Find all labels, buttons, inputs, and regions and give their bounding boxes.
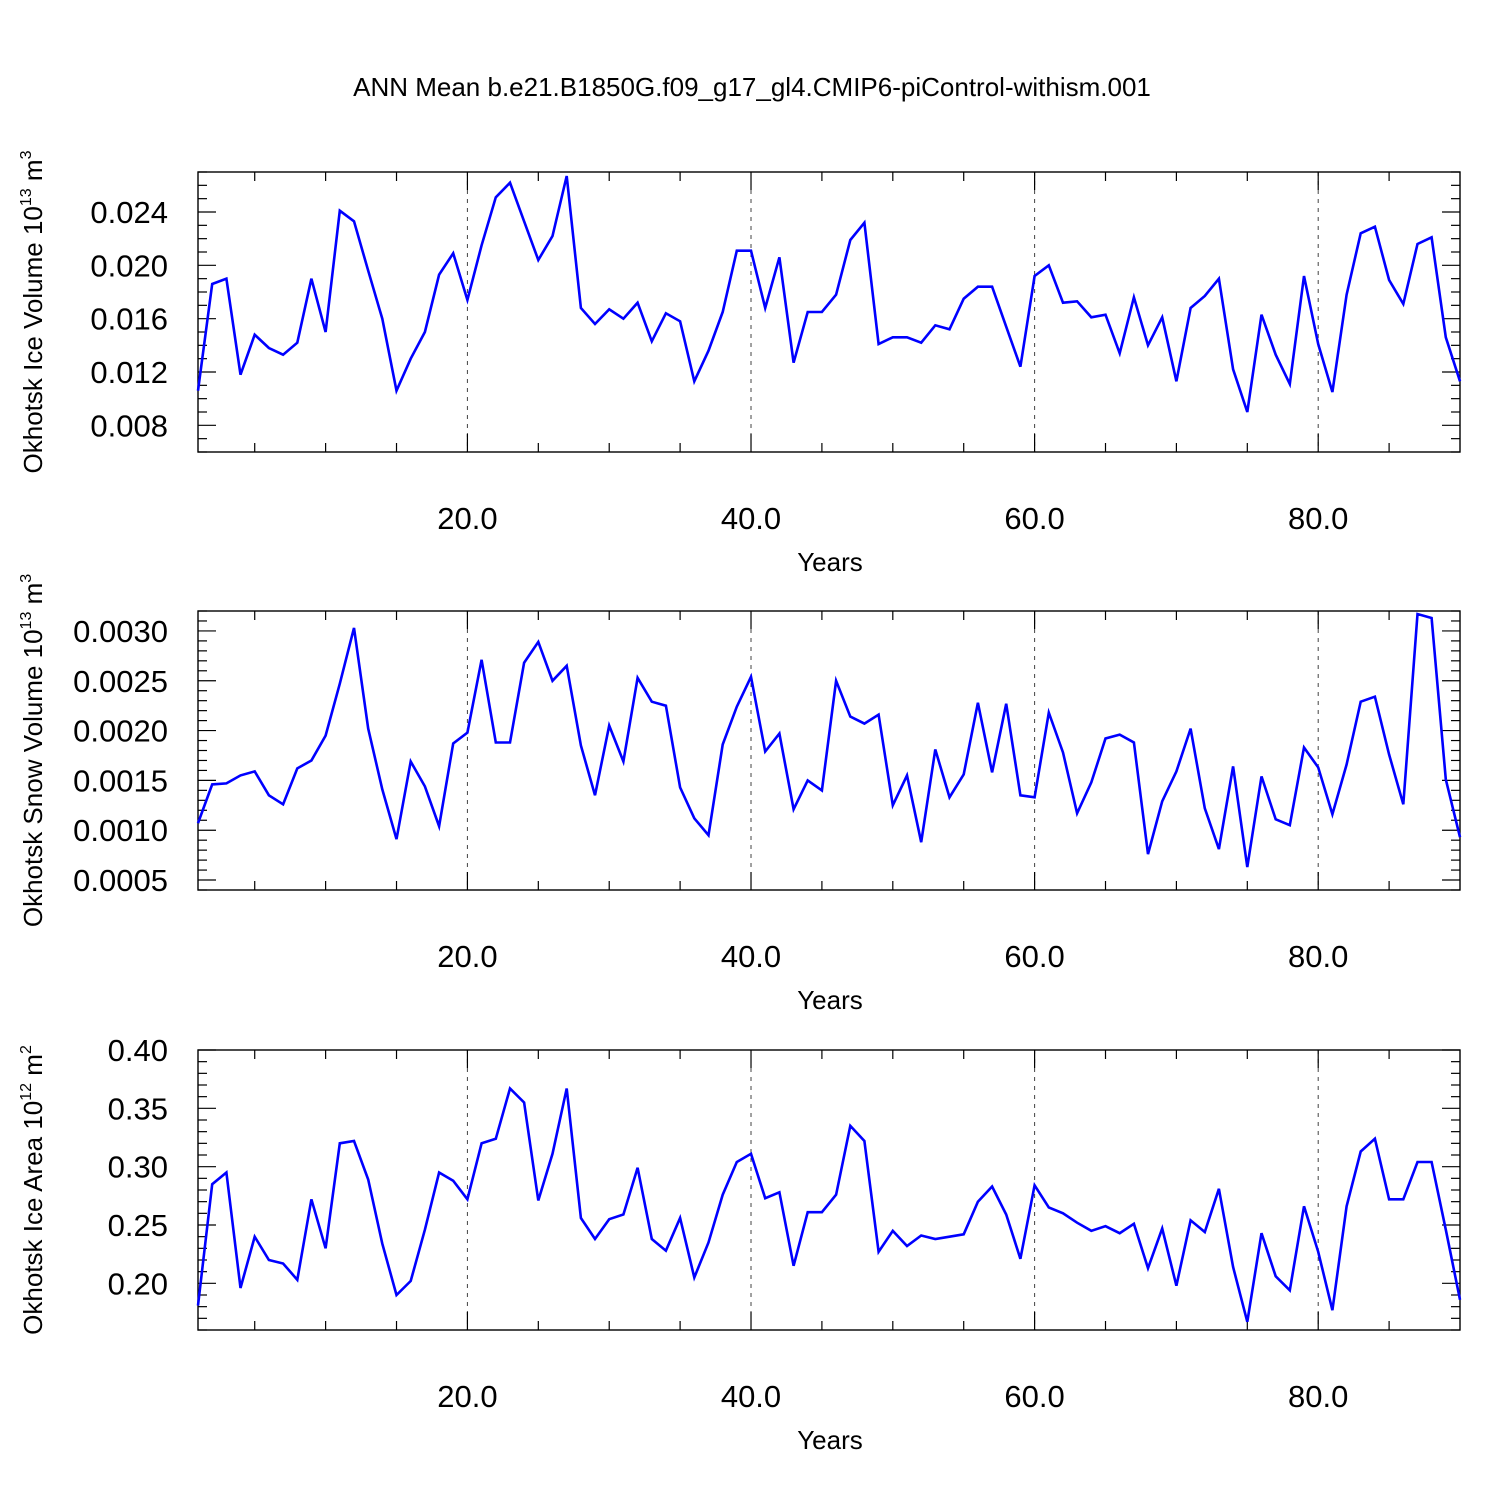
- y-axis-label: Okhotsk Ice Volume 1013 m3: [18, 150, 48, 473]
- x-tick-label: 20.0: [437, 1379, 497, 1414]
- x-axis-label: Years: [797, 985, 863, 1015]
- y-tick-label: 0.016: [90, 302, 168, 337]
- y-tick-label: 0.020: [90, 248, 168, 283]
- y-tick-label: 0.012: [90, 355, 168, 390]
- y-axis-label-ylabel-unit-sup: 3: [18, 150, 35, 159]
- y-axis-label: Okhotsk Ice Area 1012 m2: [18, 1045, 48, 1335]
- x-axis-label: Years: [797, 547, 863, 577]
- y-axis-label-ylabel-sup: 13: [18, 612, 35, 630]
- y-tick-label: 0.0015: [73, 763, 168, 798]
- x-tick-label: 40.0: [721, 939, 781, 974]
- x-tick-label: 40.0: [721, 1379, 781, 1414]
- y-axis-label-ylabel-unit-sup: 2: [18, 1045, 35, 1054]
- x-tick-label: 80.0: [1288, 501, 1348, 536]
- x-tick-label: 60.0: [1004, 501, 1064, 536]
- y-axis-label-ylabel: Okhotsk Snow Volume 10: [18, 629, 48, 927]
- y-tick-label: 0.0010: [73, 813, 168, 848]
- plot-frame: [197, 1049, 1461, 1331]
- x-tick-label: 80.0: [1288, 939, 1348, 974]
- plot-frame: [197, 610, 1461, 891]
- y-tick-label: 0.008: [90, 408, 168, 443]
- y-tick-label: 0.024: [90, 195, 168, 230]
- y-axis-label-ylabel-unit: m: [18, 1054, 48, 1083]
- y-axis-label-ylabel-sup: 12: [18, 1083, 35, 1101]
- y-tick-label: 0.40: [108, 1033, 168, 1068]
- y-axis-label-ylabel: Okhotsk Ice Volume 10: [18, 206, 48, 473]
- chart-panel-1: 0.008 0.012 0.016 0.020 0.024 20.0 40.0 60.0 80.…: [18, 150, 1462, 577]
- x-tick-label: 60.0: [1004, 1379, 1064, 1414]
- series-line: [196, 612, 1462, 868]
- y-tick-label: 0.35: [108, 1091, 168, 1126]
- y-axis-label-ylabel-unit: m: [18, 583, 48, 612]
- y-axis-label-ylabel-unit-sup: 3: [18, 574, 35, 583]
- plot-frame: [197, 171, 1461, 453]
- y-tick-label: 0.0020: [73, 714, 168, 749]
- series-line: [196, 1086, 1462, 1323]
- y-tick-label: 0.0025: [73, 664, 168, 699]
- series-line: [196, 175, 1462, 413]
- y-tick-label: 0.20: [108, 1266, 168, 1301]
- y-axis-label-ylabel-sup: 13: [18, 188, 35, 206]
- y-axis-label-ylabel-unit: m: [18, 159, 48, 188]
- x-tick-label: 20.0: [437, 501, 497, 536]
- y-tick-label: 0.0005: [73, 863, 168, 898]
- y-tick-label: 0.25: [108, 1208, 168, 1243]
- chart-panel-2: 0.0005 0.0010 0.0015 0.0020 0.0025 0.0030 20.0…: [18, 574, 1462, 1015]
- y-tick-label: 0.30: [108, 1150, 168, 1185]
- panels: 0.008 0.012 0.016 0.020 0.024 20.0 40.0 60.0 80.…: [18, 150, 1462, 1455]
- chart-title: ANN Mean b.e21.B1850G.f09_g17_gl4.CMIP6-…: [353, 72, 1151, 102]
- x-tick-label: 80.0: [1288, 1379, 1348, 1414]
- y-axis-label-ylabel: Okhotsk Ice Area 10: [18, 1101, 48, 1335]
- x-tick-label: 20.0: [437, 939, 497, 974]
- x-axis-label: Years: [797, 1425, 863, 1455]
- y-tick-label: 0.0030: [73, 614, 168, 649]
- x-tick-label: 40.0: [721, 501, 781, 536]
- y-axis-label: Okhotsk Snow Volume 1013 m3: [18, 574, 48, 927]
- x-tick-label: 60.0: [1004, 939, 1064, 974]
- chart-panel-3: 0.20 0.25 0.30 0.35 0.40 20.0 40.0 60.0 80.0 Year…: [18, 1033, 1462, 1455]
